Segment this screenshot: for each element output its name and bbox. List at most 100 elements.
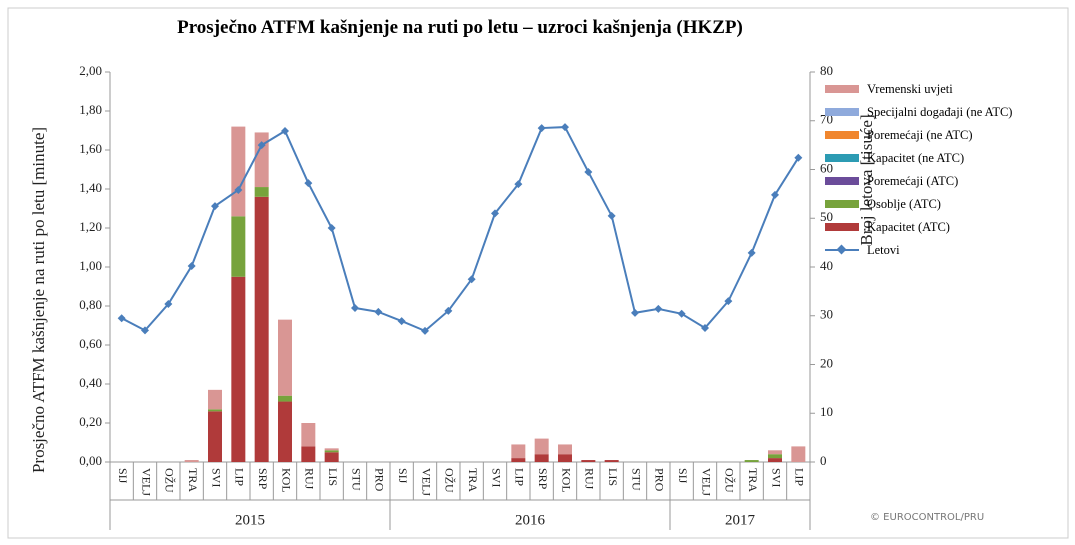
line-marker: [654, 304, 663, 313]
y2-tick-label: 20: [820, 355, 833, 370]
y-tick-label: 0,80: [79, 297, 102, 312]
line-marker: [351, 303, 359, 312]
y-tick-label: 1,60: [79, 141, 102, 156]
bar-segment: [511, 458, 526, 462]
x-tick-label: RUJ: [583, 468, 597, 490]
group-label: 2016: [515, 512, 546, 528]
bar-segment: [231, 276, 246, 462]
bar-segment: [558, 444, 572, 455]
line-marker: [467, 275, 476, 284]
legend-swatch: [825, 223, 859, 231]
line-marker: [234, 185, 243, 194]
line-marker: [584, 167, 593, 176]
x-tick-label: STU: [629, 468, 643, 491]
line-marker: [794, 153, 803, 162]
x-tick-label: OŽU: [723, 468, 737, 493]
y2-tick-label: 60: [820, 160, 833, 175]
legend-swatch: [825, 244, 859, 255]
bar-segment: [208, 411, 222, 462]
x-tick-label: OŽU: [163, 468, 177, 493]
x-tick-label: TRA: [746, 468, 760, 492]
legend-swatch: [825, 200, 859, 208]
legend: Vremenski uvjeti Specijalni događaji (ne …: [825, 82, 1065, 266]
legend-swatch: [825, 108, 859, 116]
x-tick-label: VELJ: [419, 468, 433, 496]
x-tick-label: STU: [349, 468, 363, 491]
y2-axis-label: Broj letova [tisuće]: [857, 114, 876, 245]
line-marker: [141, 326, 149, 335]
legend-label: Letovi: [867, 243, 900, 257]
legend-swatch: [825, 85, 859, 93]
line-marker: [397, 317, 406, 326]
bar-segment: [231, 216, 246, 277]
chart-frame: [7, 7, 1069, 539]
legend-item: Specijalni događaji (ne ATC): [825, 105, 1037, 119]
bar-segment: [208, 389, 222, 410]
legend-marker: [836, 244, 847, 255]
x-tick-label: VELJ: [139, 468, 153, 496]
bar-segment: [278, 319, 292, 396]
line-marker: [374, 307, 383, 316]
x-tick-label: SIJ: [396, 468, 410, 484]
line-marker: [304, 179, 313, 188]
bar-segment: [558, 454, 572, 462]
bar-segment: [534, 438, 549, 455]
legend-label: Poremećaji (ATC): [867, 174, 959, 188]
x-tick-label: VELJ: [699, 468, 713, 496]
line-marker: [631, 308, 639, 317]
y2-tick-label: 10: [820, 404, 833, 419]
x-tick-label: KOL: [279, 468, 293, 493]
group-label: 2017: [725, 512, 756, 528]
line-marker: [164, 300, 173, 309]
x-tick-label: LIP: [513, 468, 527, 486]
y2-tick-label: 50: [820, 209, 833, 224]
chart-title: Prosječno ATFM kašnjenje na ruti po letu…: [177, 17, 743, 38]
line-marker: [187, 262, 196, 271]
bar-segment: [184, 460, 199, 462]
line-marker: [677, 309, 686, 318]
line-series: [121, 126, 800, 333]
x-tick-label: SRP: [256, 468, 270, 490]
x-tick-label: LIP: [233, 468, 247, 486]
bar-segment: [231, 126, 246, 217]
y2-tick-label: 40: [820, 258, 833, 273]
line-marker: [701, 323, 709, 332]
x-tick-label: SIJ: [116, 468, 130, 484]
y-tick-label: 0,40: [79, 375, 102, 390]
bar-segment: [254, 187, 269, 197]
line-marker: [257, 141, 266, 150]
x-tick-label: SVI: [209, 468, 223, 487]
y-tick-label: 1,40: [79, 180, 102, 195]
x-tick-label: OŽU: [443, 468, 457, 493]
bar-segment: [791, 446, 806, 462]
line-marker: [561, 123, 569, 132]
legend-item: Kapacitet (ne ATC): [825, 151, 1037, 165]
legend-swatch: [825, 131, 859, 139]
bar-segment: [768, 450, 782, 455]
source: © EUROCONTROL/PRU: [870, 512, 985, 523]
y-tick-label: 0,60: [79, 336, 102, 351]
bar-segment: [581, 460, 596, 462]
bar-segment: [324, 450, 339, 453]
bar-segment: [768, 458, 782, 462]
y-tick-label: 1,80: [79, 102, 102, 117]
legend-label: Specijalni događaji (ne ATC): [867, 105, 1013, 119]
y-tick-label: 0,00: [79, 453, 102, 468]
line-marker: [211, 202, 219, 211]
legend-item: Kapacitet (ATC): [825, 220, 1037, 234]
line-marker: [444, 306, 453, 315]
x-tick-label: RUJ: [303, 468, 317, 490]
bar-segment: [301, 423, 316, 447]
bar-segment: [534, 454, 549, 462]
bar-segment: [278, 395, 292, 402]
legend-item: Poremećaji (ATC): [825, 174, 1037, 188]
line-marker: [724, 297, 733, 306]
x-tick-label: TRA: [186, 468, 200, 492]
legend-item: Vremenski uvjeti: [825, 82, 1037, 96]
bar-segment: [511, 444, 526, 459]
legend-swatch: [825, 177, 859, 185]
x-tick-label: LIS: [606, 468, 620, 486]
y-axis-label: Prosječno ATFM kašnjenje na ruti po letu…: [29, 127, 48, 473]
